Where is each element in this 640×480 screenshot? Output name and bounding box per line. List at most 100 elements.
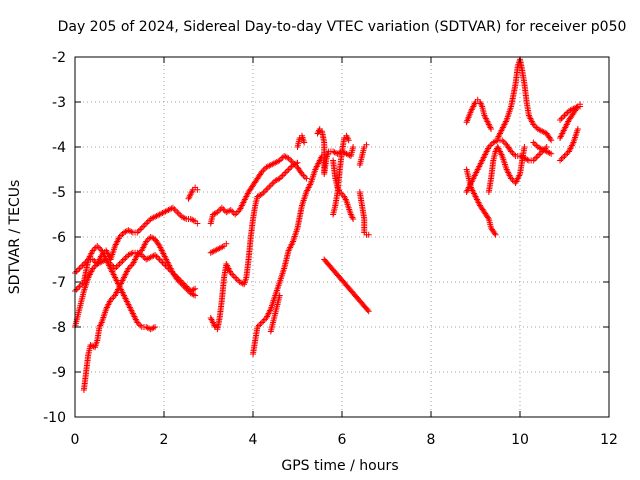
data-point [192,292,199,299]
data-point-interp [562,151,569,158]
data-point [534,153,541,159]
data-point-interp [266,183,273,190]
data-point-interp [279,172,286,179]
data-point [365,231,372,238]
data-point-interp [233,210,240,216]
data-point-interp [511,151,518,158]
data-point [488,126,495,132]
data-point [223,240,230,247]
data-point-interp [119,258,126,264]
data-point-interp [190,291,197,298]
data-point-interp [95,244,102,251]
data-point-interp [484,214,491,221]
data-point [548,137,555,144]
data-point-interp [260,318,267,324]
data-point-interp [491,230,498,237]
data-point-interp [331,149,338,156]
tick-marks [74,56,610,418]
data-point [577,101,584,108]
x-axis-label: GPS time / hours [281,458,398,474]
data-point-interp [558,156,565,162]
data-point-interp [230,273,237,279]
y-tick-label: -2 [52,50,66,66]
chart-title: Day 205 of 2024, Sidereal Day-to-day VTE… [58,19,627,35]
data-point [557,117,564,123]
y-tick-label: -4 [52,140,66,156]
data-points [72,56,584,393]
data-point [350,216,357,222]
data-point-interp [175,210,182,217]
data-point-interp [153,253,160,260]
data-point-interp [364,307,371,314]
data-point [530,139,537,146]
data-point-interp [158,258,165,264]
data-point [574,126,581,132]
data-point-interp [573,104,580,111]
data-point-interp [171,206,178,213]
y-tick-label: -3 [52,95,66,111]
data-point-interp [282,169,289,176]
data-point [218,204,225,211]
data-point-interp [74,285,81,291]
x-tick-label: 8 [427,432,436,448]
data-point [301,139,308,146]
data-point-interp [493,138,500,144]
data-point [174,209,181,216]
data-point-interp [558,115,565,122]
data-point-interp [261,188,268,195]
data-point-interp [168,205,175,212]
data-point [156,256,163,263]
data-point-interp [546,150,553,156]
data-point [345,137,352,144]
data-point [365,308,372,315]
data-point-interp [77,282,84,288]
data-point-interp [219,243,226,250]
data-point [561,112,568,119]
data-point [521,144,528,150]
y-tick-label: -9 [52,365,66,381]
data-point-interp [560,114,567,120]
x-tick-label: 6 [338,432,347,448]
x-tick-label: 10 [511,432,529,448]
y-tick-label: -5 [52,185,66,201]
data-point-interp [73,268,80,275]
y-tick-labels: -10 -9 -8 -7 -6 -5 -4 -3 -2 [43,50,66,426]
data-point [258,319,265,326]
data-point-interp [141,222,148,228]
data-point-interp [284,168,291,174]
data-point-interp [150,252,157,259]
data-point-interp [122,255,129,261]
data-point [192,285,199,292]
data-point-interp [264,185,271,192]
data-point [194,186,201,193]
x-tick-label: 4 [249,432,258,448]
data-point [561,153,568,159]
data-point-interp [117,259,124,266]
data-point [276,292,283,299]
data-point [143,220,150,227]
data-point-interp [74,267,81,273]
data-point-interp [73,286,80,293]
data-point [76,283,83,290]
data-point-interp [128,228,135,235]
data-point-interp [140,223,147,230]
data-point [76,265,83,272]
data-point [232,274,239,281]
data-point [281,171,288,177]
data-point [232,211,239,218]
data-point-interp [531,141,538,147]
data-point [152,324,159,330]
data-point-interp [562,111,569,117]
data-point-interp [101,257,108,264]
data-point-interp [500,138,507,145]
y-tick-label: -10 [43,410,66,426]
data-point [285,166,292,173]
x-tick-label: 0 [71,432,80,448]
x-tick-label: 2 [160,432,169,448]
y-axis-label: SDTVAR / TECUs [7,180,23,295]
data-point [116,261,123,267]
data-point-interp [229,208,236,215]
data-point-interp [226,207,233,214]
data-point-interp [269,180,276,187]
